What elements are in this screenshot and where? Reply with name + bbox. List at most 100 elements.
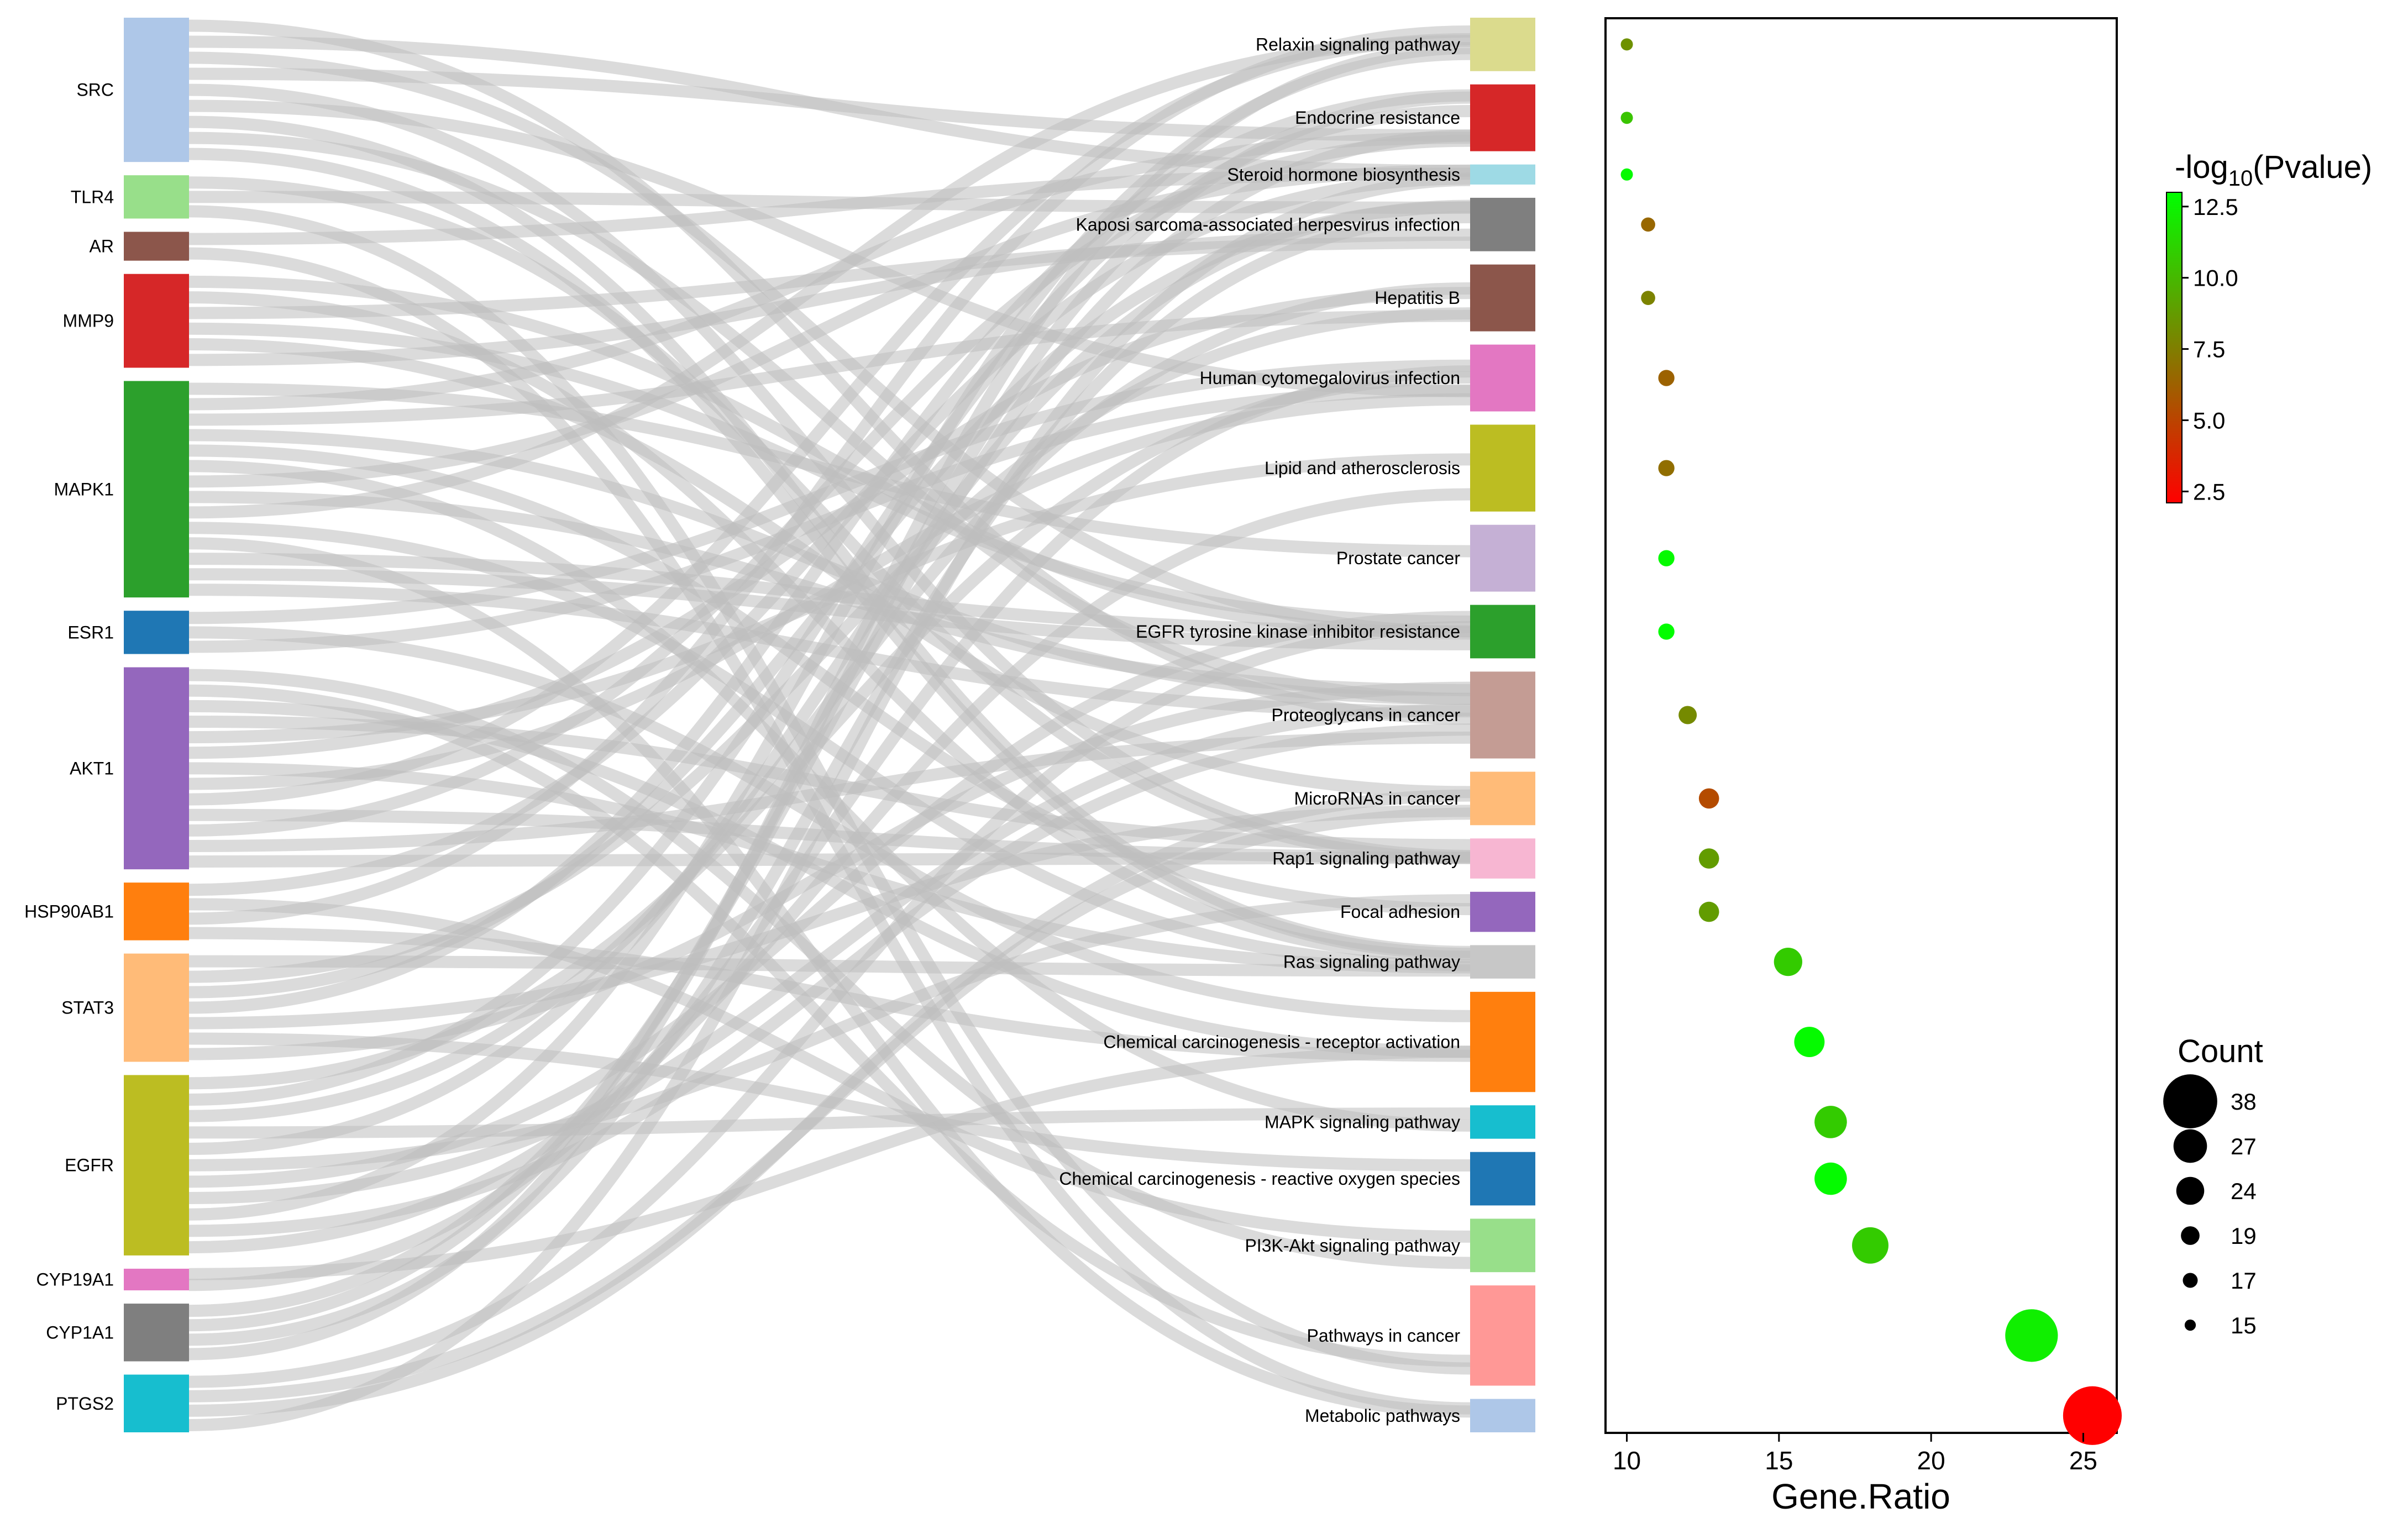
x-axis-title: Gene.Ratio xyxy=(1771,1477,1950,1516)
pathway-label-endocrine-resistance: Endocrine resistance xyxy=(1295,108,1460,128)
pathway-node-relaxin-signaling-pathway xyxy=(1470,18,1535,71)
pathway-node-proteoglycans-in-cancer xyxy=(1470,671,1535,759)
pathway-node-pi3k-akt-signaling-pathway xyxy=(1470,1218,1535,1273)
sankey-gene-nodes: SRC TLR4 AR MMP9 MAPK1 ESR1 AKT1 HSP90AB1 STAT3 E… xyxy=(24,18,189,1432)
dot-pi3k-akt-signaling-pathway xyxy=(1852,1227,1888,1264)
gene-node-tlr4 xyxy=(124,175,189,219)
size-legend-title: Count xyxy=(2178,1033,2263,1069)
size-legend-dot-24 xyxy=(2176,1176,2205,1205)
pathway-label-metabolic-pathways: Metabolic pathways xyxy=(1305,1406,1460,1426)
pathway-label-hepatitis-b: Hepatitis B xyxy=(1374,288,1460,308)
size-legend-dot-19 xyxy=(2181,1226,2200,1245)
sankey-link-hsp90ab1-to-steroid-hormone-biosynthesis xyxy=(188,172,1471,896)
gene-label-esr1: ESR1 xyxy=(67,622,114,642)
colorbar-title: -log10(Pvalue) xyxy=(2175,149,2372,191)
gene-node-egfr xyxy=(124,1075,189,1255)
pathway-node-rap1-signaling-pathway xyxy=(1470,838,1535,879)
sankey-link-akt1-to-hepatitis-b xyxy=(188,287,1471,759)
dot-endocrine-resistance xyxy=(1620,112,1633,124)
sankey-link-src-to-egfr-tyrosine-kinase-inhibitor-resistance xyxy=(188,51,1471,638)
pathway-node-chemical-carcinogenesis-receptor-activation xyxy=(1470,991,1535,1092)
enrichment-dots xyxy=(1620,38,2122,1445)
dot-egfr-tyrosine-kinase-inhibitor-resistance xyxy=(1658,623,1675,640)
pathway-label-micrornas-in-cancer: MicroRNAs in cancer xyxy=(1294,789,1460,808)
pvalue-colorbar: -log10(Pvalue) 12.5 10.0 7.5 5.0 2.5 xyxy=(2166,149,2372,505)
colorbar-title-prefix: -log xyxy=(2175,149,2228,185)
dot-ras-signaling-pathway xyxy=(1774,947,1802,976)
pathway-node-metabolic-pathways xyxy=(1470,1399,1535,1432)
x-tick-label-25: 25 xyxy=(2069,1446,2097,1475)
dot-human-cytomegalovirus-infection xyxy=(1658,370,1675,386)
pathway-label-steroid-hormone-biosynthesis: Steroid hormone biosynthesis xyxy=(1227,165,1460,185)
pathway-node-endocrine-resistance xyxy=(1470,84,1535,151)
colorbar-gradient xyxy=(2166,192,2183,503)
gene-pathway-sankey: SRC TLR4 AR MMP9 MAPK1 ESR1 AKT1 HSP90AB1 STAT3 E… xyxy=(24,18,1535,1432)
dot-prostate-cancer xyxy=(1658,550,1675,566)
sankey-link-cyp19a1-to-human-cytomegalovirus-infection xyxy=(188,365,1471,1291)
pathway-node-human-cytomegalovirus-infection xyxy=(1470,344,1535,412)
pathway-node-hepatitis-b xyxy=(1470,264,1535,332)
dot-relaxin-signaling-pathway xyxy=(1620,38,1633,51)
sankey-link-egfr-to-proteoglycans-in-cancer xyxy=(188,703,1471,1205)
sankey-link-mmp9-to-kaposi-sarcoma-associated-herpesvirus-infection xyxy=(188,228,1471,366)
sankey-links xyxy=(188,19,1471,1431)
colorbar-title-subscript: 10 xyxy=(2228,166,2253,191)
size-legend-label-17: 17 xyxy=(2231,1268,2257,1294)
size-legend-label-27: 27 xyxy=(2231,1133,2257,1159)
dot-chemical-carcinogenesis-receptor-activation xyxy=(1794,1027,1825,1058)
pathway-label-ras-signaling-pathway: Ras signaling pathway xyxy=(1283,952,1460,972)
plot-frame xyxy=(1604,17,2118,1434)
pathway-node-prostate-cancer xyxy=(1470,524,1535,592)
colorbar-tick-label-1: 10.0 xyxy=(2193,265,2238,291)
pathway-node-ras-signaling-pathway xyxy=(1470,945,1535,979)
gene-label-mapk1: MAPK1 xyxy=(54,479,114,499)
size-legend-entries: 38 27 24 19 17 15 xyxy=(2163,1074,2257,1338)
sankey-link-ptgs2-to-micrornas-in-cancer xyxy=(188,789,1471,1417)
dot-metabolic-pathways xyxy=(2063,1386,2122,1445)
gene-label-hsp90ab1: HSP90AB1 xyxy=(24,901,114,921)
size-legend-label-15: 15 xyxy=(2231,1312,2257,1338)
pathway-node-micrornas-in-cancer xyxy=(1470,771,1535,826)
pathway-node-chemical-carcinogenesis-reactive-oxygen-species xyxy=(1470,1152,1535,1206)
sankey-link-egfr-to-lipid-and-atherosclerosis xyxy=(188,488,1471,1254)
dot-lipid-and-atherosclerosis xyxy=(1658,460,1675,476)
pathway-label-kaposi-sarcoma-associated-herpesvirus-infection: Kaposi sarcoma-associated herpesvirus in… xyxy=(1076,214,1460,234)
sankey-link-egfr-to-mapk-signaling-pathway xyxy=(188,1107,1471,1139)
sankey-link-cyp1a1-to-relaxin-signaling-pathway xyxy=(188,42,1471,1360)
pathway-label-relaxin-signaling-pathway: Relaxin signaling pathway xyxy=(1256,34,1460,54)
gene-label-src: SRC xyxy=(76,80,114,100)
x-tick-label-15: 15 xyxy=(1765,1446,1793,1475)
dot-rap1-signaling-pathway xyxy=(1698,848,1719,869)
pathway-label-egfr-tyrosine-kinase-inhibitor-resistance: EGFR tyrosine kinase inhibitor resistanc… xyxy=(1136,622,1460,642)
gene-label-mmp9: MMP9 xyxy=(63,311,114,331)
pathway-label-chemical-carcinogenesis-reactive-oxygen-species: Chemical carcinogenesis - reactive oxyge… xyxy=(1059,1169,1460,1189)
sankey-link-stat3-to-endocrine-resistance xyxy=(188,89,1471,1014)
gene-node-cyp1a1 xyxy=(124,1304,189,1362)
pathway-node-egfr-tyrosine-kinase-inhibitor-resistance xyxy=(1470,605,1535,659)
gene-node-ptgs2 xyxy=(124,1374,189,1432)
pathway-label-focal-adhesion: Focal adhesion xyxy=(1340,902,1460,922)
size-legend-label-38: 38 xyxy=(2231,1089,2257,1115)
sankey-link-stat3-to-ras-signaling-pathway xyxy=(188,955,1471,977)
colorbar-tick-label-2: 7.5 xyxy=(2193,337,2225,363)
gene-node-mapk1 xyxy=(124,381,189,598)
sankey-link-mapk1-to-relaxin-signaling-pathway xyxy=(188,35,1471,519)
dot-micrornas-in-cancer xyxy=(1698,788,1719,809)
size-legend-dot-17 xyxy=(2183,1273,2198,1288)
sankey-link-mapk1-to-ras-signaling-pathway xyxy=(188,522,1471,971)
dot-mapk-signaling-pathway xyxy=(1814,1106,1847,1138)
dot-pathways-in-cancer xyxy=(2005,1309,2058,1362)
pathway-label-rap1-signaling-pathway: Rap1 signaling pathway xyxy=(1272,849,1460,869)
dot-kaposi-sarcoma-associated-herpesvirus-infection xyxy=(1641,217,1655,232)
sankey-link-src-to-human-cytomegalovirus-infection xyxy=(188,99,1471,397)
size-legend-label-19: 19 xyxy=(2231,1223,2257,1249)
gene-label-tlr4: TLR4 xyxy=(71,187,114,207)
x-axis: 10 15 20 25 xyxy=(1613,1433,2097,1475)
sankey-link-cyp19a1-to-chemical-carcinogenesis-receptor-activation xyxy=(188,1046,1471,1280)
gene-label-stat3: STAT3 xyxy=(61,998,114,1018)
sankey-link-hsp90ab1-to-relaxin-signaling-pathway xyxy=(188,25,1471,925)
colorbar-tick-label-3: 5.0 xyxy=(2193,407,2225,433)
pathway-label-pi3k-akt-signaling-pathway: PI3K-Akt signaling pathway xyxy=(1245,1236,1460,1255)
pathway-node-kaposi-sarcoma-associated-herpesvirus-infection xyxy=(1470,197,1535,251)
